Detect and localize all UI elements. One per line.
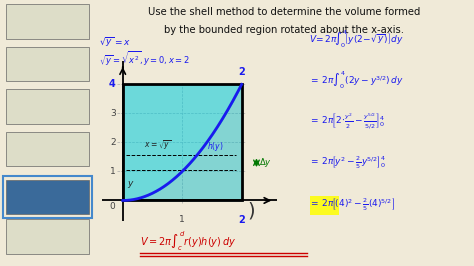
Bar — [6, 219, 89, 254]
Text: $=\,2\pi\int_0^4(2y-y^{3/2})\,dy$: $=\,2\pi\int_0^4(2y-y^{3/2})\,dy$ — [309, 69, 404, 91]
Text: $x=\sqrt{y}$: $x=\sqrt{y}$ — [144, 139, 171, 152]
Text: 2: 2 — [110, 138, 116, 147]
Text: $\sqrt{y}=x$: $\sqrt{y}=x$ — [99, 36, 130, 49]
Bar — [6, 180, 89, 214]
Bar — [6, 47, 89, 81]
Bar — [6, 132, 89, 166]
Text: $=\,2\pi\!\left[y^2-\frac{2}{5}y^{5/2}\right]_0^4$: $=\,2\pi\!\left[y^2-\frac{2}{5}y^{5/2}\r… — [309, 154, 386, 171]
FancyBboxPatch shape — [310, 196, 339, 215]
Bar — [6, 89, 89, 124]
Text: 2: 2 — [238, 215, 245, 225]
Text: $y$: $y$ — [128, 179, 135, 190]
Text: $h(y)$: $h(y)$ — [207, 140, 223, 153]
Text: $V\!=2\pi\!\int_0^4\!\left[y(2\!-\!\sqrt{y})\right]dy$: $V\!=2\pi\!\int_0^4\!\left[y(2\!-\!\sqrt… — [309, 28, 403, 49]
Text: 1: 1 — [110, 167, 116, 176]
Text: 1: 1 — [179, 215, 185, 224]
Bar — [6, 4, 89, 39]
Text: $\sqrt{y}=\sqrt{x^2},y=0,x=2$: $\sqrt{y}=\sqrt{x^2},y=0,x=2$ — [99, 49, 190, 68]
Bar — [123, 84, 242, 201]
Text: $V = 2\pi\int_c^d r(y)h(y)\,dy$: $V = 2\pi\int_c^d r(y)h(y)\,dy$ — [140, 229, 237, 252]
Text: Use the shell method to determine the volume formed: Use the shell method to determine the vo… — [148, 7, 420, 17]
Text: ): ) — [247, 201, 255, 220]
Text: by the bounded region rotated about the x-axis.: by the bounded region rotated about the … — [164, 25, 404, 35]
Text: 0: 0 — [110, 202, 116, 211]
Text: $=\,2\pi\!\left[2\!\cdot\!\frac{y^2}{2}-\frac{y^{5/2}}{5/2}\right]_0^4$: $=\,2\pi\!\left[2\!\cdot\!\frac{y^2}{2}-… — [309, 111, 385, 131]
Text: 3: 3 — [110, 109, 116, 118]
Bar — [3, 176, 92, 218]
Text: 4: 4 — [109, 79, 116, 89]
Text: $\Delta y$: $\Delta y$ — [259, 156, 272, 169]
Text: $=\,2\pi\!\left[(4)^2-\frac{2}{5}(4)^{5/2}\right]$: $=\,2\pi\!\left[(4)^2-\frac{2}{5}(4)^{5/… — [309, 197, 395, 213]
Text: 2: 2 — [238, 67, 245, 77]
